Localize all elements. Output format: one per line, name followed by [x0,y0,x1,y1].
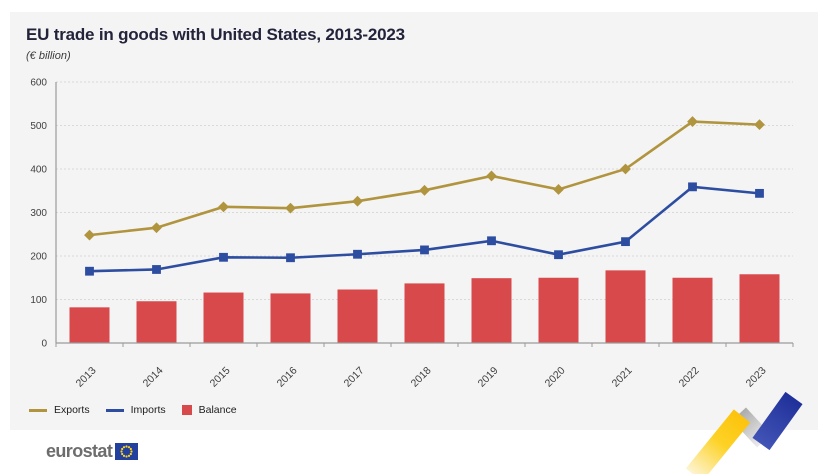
chart-title: EU trade in goods with United States, 20… [26,25,405,44]
eu-flag-star [125,445,128,448]
eu-flag-star [125,455,128,458]
chart-legend: Exports Imports Balance [29,404,237,416]
eu-flag-star [129,447,133,451]
eu-flag-star [128,446,131,449]
eu-flag-star [121,447,124,451]
legend-swatch-balance [181,405,192,415]
eu-flag-star [128,454,131,457]
chart-subtitle: (€ billion) [26,50,71,62]
legend-swatch-exports [29,408,47,412]
legend-label-exports: Exports [54,404,90,416]
legend-item-exports: Exports [29,404,90,416]
legend-item-balance: Balance [181,404,237,416]
eurostat-logo-text: eurostat [46,441,113,461]
eu-flag-star [130,450,133,453]
eurostat-logo: eurostat [46,441,139,462]
chart-panel: EU trade in goods with United States, 20… [10,12,818,430]
legend-label-balance: Balance [198,404,237,416]
eu-flag-star [123,454,126,457]
legend-swatch-imports [105,408,124,412]
eu-flag-star [121,452,124,456]
legend-item-imports: Imports [105,404,166,416]
eu-flag-star [129,452,133,456]
eu-flag-star [120,450,123,453]
eu-flag-field [115,443,139,460]
eu-flag-star [123,446,126,449]
eu-flag-icon [115,443,139,460]
legend-label-imports: Imports [130,404,166,416]
